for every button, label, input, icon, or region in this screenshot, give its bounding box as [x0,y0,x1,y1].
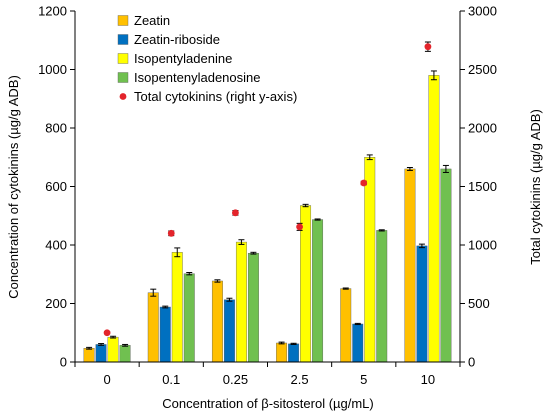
error-bar-3-2 [250,251,257,255]
bar-isopentyladenine-4 [364,157,376,363]
x-tick-label-3: 2.5 [291,372,309,387]
y2-tick-label-4: 2000 [468,121,497,136]
error-bar-0-1 [150,288,157,297]
y-axis-label: Concentration of cytokinins (µg/g ADB) [6,75,21,299]
error-bar-2-2 [238,239,245,245]
y2-tick-label-6: 3000 [468,4,497,19]
y-tick-label-3: 600 [45,179,67,194]
error-bar-1-1 [162,305,169,309]
error-bar-0-2 [214,279,221,283]
legend-label-2: Isopentyladenine [134,51,232,66]
legend-item-2: Isopentyladenine [117,51,232,66]
error-bar-3-4 [378,229,385,232]
y2-tick-label-3: 1500 [468,179,497,194]
y2-axis-label: Total cytokinins (µg/g ADB) [528,109,543,265]
legend-swatch-2 [117,53,129,64]
legend-item-1: Zeatin-riboside [117,32,220,47]
error-bar-3-3 [314,218,321,221]
error-bar-3-0 [122,343,129,347]
y-tick-label-2: 400 [45,238,67,253]
y2-tick-label-2: 1000 [468,238,497,253]
total-point-0 [103,329,111,337]
x-tick-label-2: 0.25 [223,372,248,387]
error-bar-1-3 [290,342,297,345]
error-bar-0-4 [342,287,349,290]
error-bar-1-5 [418,243,425,249]
bar-zeatin-1 [147,292,159,363]
legend-label-0: Zeatin [134,13,170,28]
y-tick-label-1: 200 [45,296,67,311]
legend: Zeatin Zeatin-riboside Isopentyladenine Iso… [117,13,297,104]
error-bar-2-5 [430,70,437,81]
bar-isopentenyladenosine-1 [183,273,195,363]
total-point-5 [424,43,432,51]
error-bar-0-3 [278,341,285,345]
y-tick-label-4: 800 [45,121,67,136]
y-tick-label-0: 0 [60,355,67,370]
error-bar-2-3 [302,203,309,208]
bar-zeatin-riboside-1 [159,306,171,363]
error-bar-1-0 [98,343,105,346]
bar-zeatin-riboside-5 [416,245,428,363]
error-bar-2-4 [366,154,373,161]
x-tick-label-5: 10 [421,372,435,387]
bar-zeatin-riboside-0 [95,344,107,363]
bar-isopentenyladenosine-3 [312,219,324,363]
error-bar-0-0 [86,346,93,350]
legend-swatch-0 [117,15,129,26]
legend-item-3: Isopentenyladenosine [117,70,261,85]
bar-isopentyladenine-1 [171,252,183,363]
legend-label-4: Total cytokinins (right y-axis) [134,89,297,104]
bar-zeatin-riboside-2 [223,299,235,363]
bar-isopentyladenine-2 [235,241,247,363]
bar-zeatin-2 [211,280,223,363]
total-point-4 [360,179,368,187]
y-tick-label-6: 1200 [38,4,67,19]
bar-zeatin-riboside-3 [288,343,300,363]
y2-tick-label-0: 0 [468,355,475,370]
legend-item-4: Total cytokinins (right y-axis) [119,89,297,104]
y2-tick-label-5: 2500 [468,62,497,77]
bar-zeatin-riboside-4 [352,323,364,363]
legend-label-1: Zeatin-riboside [134,32,220,47]
x-tick-label-0: 0 [103,372,110,387]
axes: 0 200 400 600 800 1000 1200 0 500 1000 1500 2000 250… [38,4,497,388]
bar-isopentyladenine-0 [107,336,119,363]
legend-marker-4 [119,93,127,100]
x-tick-label-1: 0.1 [162,372,180,387]
bar-zeatin-3 [276,342,288,363]
bar-isopentyladenine-5 [428,75,440,363]
legend-label-3: Isopentenyladenosine [134,70,261,85]
plot-area [83,41,452,363]
total-point-1 [167,229,175,237]
bar-zeatin-5 [404,168,416,363]
error-bar-3-1 [186,271,193,276]
bar-isopentenyladenosine-0 [119,345,131,363]
legend-swatch-1 [117,34,129,45]
x-axis-label: Concentration of β-sitosterol (µg/mL) [162,396,374,411]
error-bar-1-2 [226,297,233,302]
bar-isopentenyladenosine-4 [376,230,388,363]
total-point-3 [296,223,303,231]
bar-isopentenyladenosine-2 [247,252,259,363]
error-bar-1-4 [354,322,361,326]
error-bar-3-5 [442,164,449,173]
error-bar-0-5 [406,166,413,171]
legend-item-0: Zeatin [117,13,170,28]
bar-zeatin-0 [83,348,95,363]
legend-swatch-3 [117,72,129,83]
error-bar-2-1 [174,247,181,258]
error-bar-2-0 [110,335,117,339]
bar-zeatin-4 [340,288,352,363]
bar-isopentenyladenosine-5 [440,168,452,363]
y2-tick-label-1: 500 [468,296,490,311]
y-tick-label-5: 1000 [38,62,67,77]
x-tick-label-4: 5 [360,372,367,387]
total-point-2 [232,209,239,217]
